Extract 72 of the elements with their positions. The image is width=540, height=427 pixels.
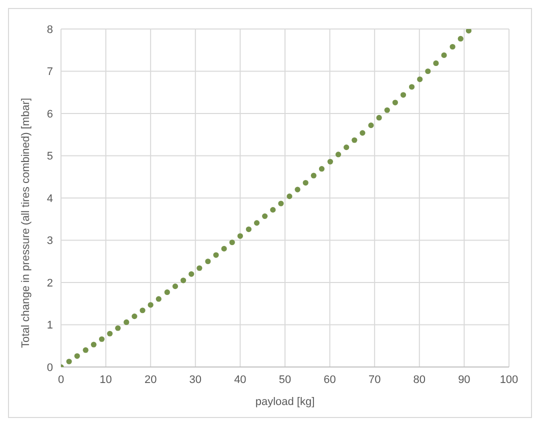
x-tick-label: 30: [189, 374, 202, 386]
point: [205, 258, 211, 264]
point: [318, 166, 325, 172]
point: [278, 200, 284, 206]
x-tick-label: 80: [413, 374, 426, 386]
point: [132, 314, 138, 320]
point: [196, 265, 202, 271]
x-tick-label: 60: [324, 374, 336, 386]
point: [180, 278, 186, 284]
point: [82, 347, 88, 353]
point: [310, 172, 316, 178]
y-tick-label: 6: [46, 108, 53, 120]
x-tick-label: 100: [500, 374, 518, 386]
point: [352, 137, 358, 143]
y-axis-title: Total change in pressure (all tires combined) [mbar]: [20, 98, 32, 348]
point: [98, 336, 105, 342]
point: [286, 194, 292, 200]
x-tick-label: 90: [458, 374, 470, 386]
point: [115, 325, 121, 331]
point: [213, 252, 219, 258]
point: [344, 144, 350, 150]
point: [466, 29, 472, 34]
point: [90, 342, 97, 348]
point: [156, 296, 162, 302]
x-tick-label: 0: [58, 374, 64, 386]
point: [270, 207, 276, 213]
y-tick-label: 7: [46, 66, 53, 78]
point: [433, 60, 439, 66]
point: [246, 226, 252, 232]
point: [172, 284, 178, 290]
point: [254, 220, 260, 226]
point: [360, 130, 366, 136]
point: [124, 319, 130, 326]
point: [392, 100, 398, 106]
x-tick-label: 20: [144, 374, 157, 386]
point: [262, 213, 268, 219]
point: [336, 152, 342, 158]
point: [417, 76, 423, 82]
x-tick-label: 10: [100, 374, 112, 386]
y-tick-label: 5: [46, 150, 53, 163]
y-tick-label: 0: [46, 362, 53, 374]
y-tick-label: 8: [46, 24, 53, 36]
y-tick-label: 3: [46, 235, 53, 248]
point: [450, 44, 456, 50]
point: [458, 36, 464, 42]
x-tick-label: 40: [234, 374, 246, 386]
point: [376, 114, 382, 121]
y-tick-label: 4: [46, 192, 53, 205]
point: [66, 358, 72, 364]
point: [302, 180, 308, 186]
point: [237, 233, 243, 239]
point: [441, 52, 447, 58]
x-tick-label: 50: [278, 374, 292, 386]
point: [408, 84, 415, 90]
point: [384, 107, 390, 113]
point: [400, 92, 406, 98]
point: [425, 68, 431, 74]
y-tick-label: 2: [46, 277, 53, 290]
point: [221, 246, 227, 252]
y-tick-label: 1: [46, 320, 53, 332]
x-tick-label: 70: [368, 374, 381, 386]
point: [229, 240, 235, 246]
point: [294, 186, 300, 192]
point: [74, 353, 80, 359]
point: [188, 271, 194, 277]
point: [140, 308, 146, 314]
point: [148, 302, 154, 308]
point: [368, 122, 374, 128]
x-axis-title: payload [kg]: [255, 396, 315, 408]
point: [164, 289, 170, 296]
point: [107, 330, 113, 336]
point: [327, 158, 334, 164]
